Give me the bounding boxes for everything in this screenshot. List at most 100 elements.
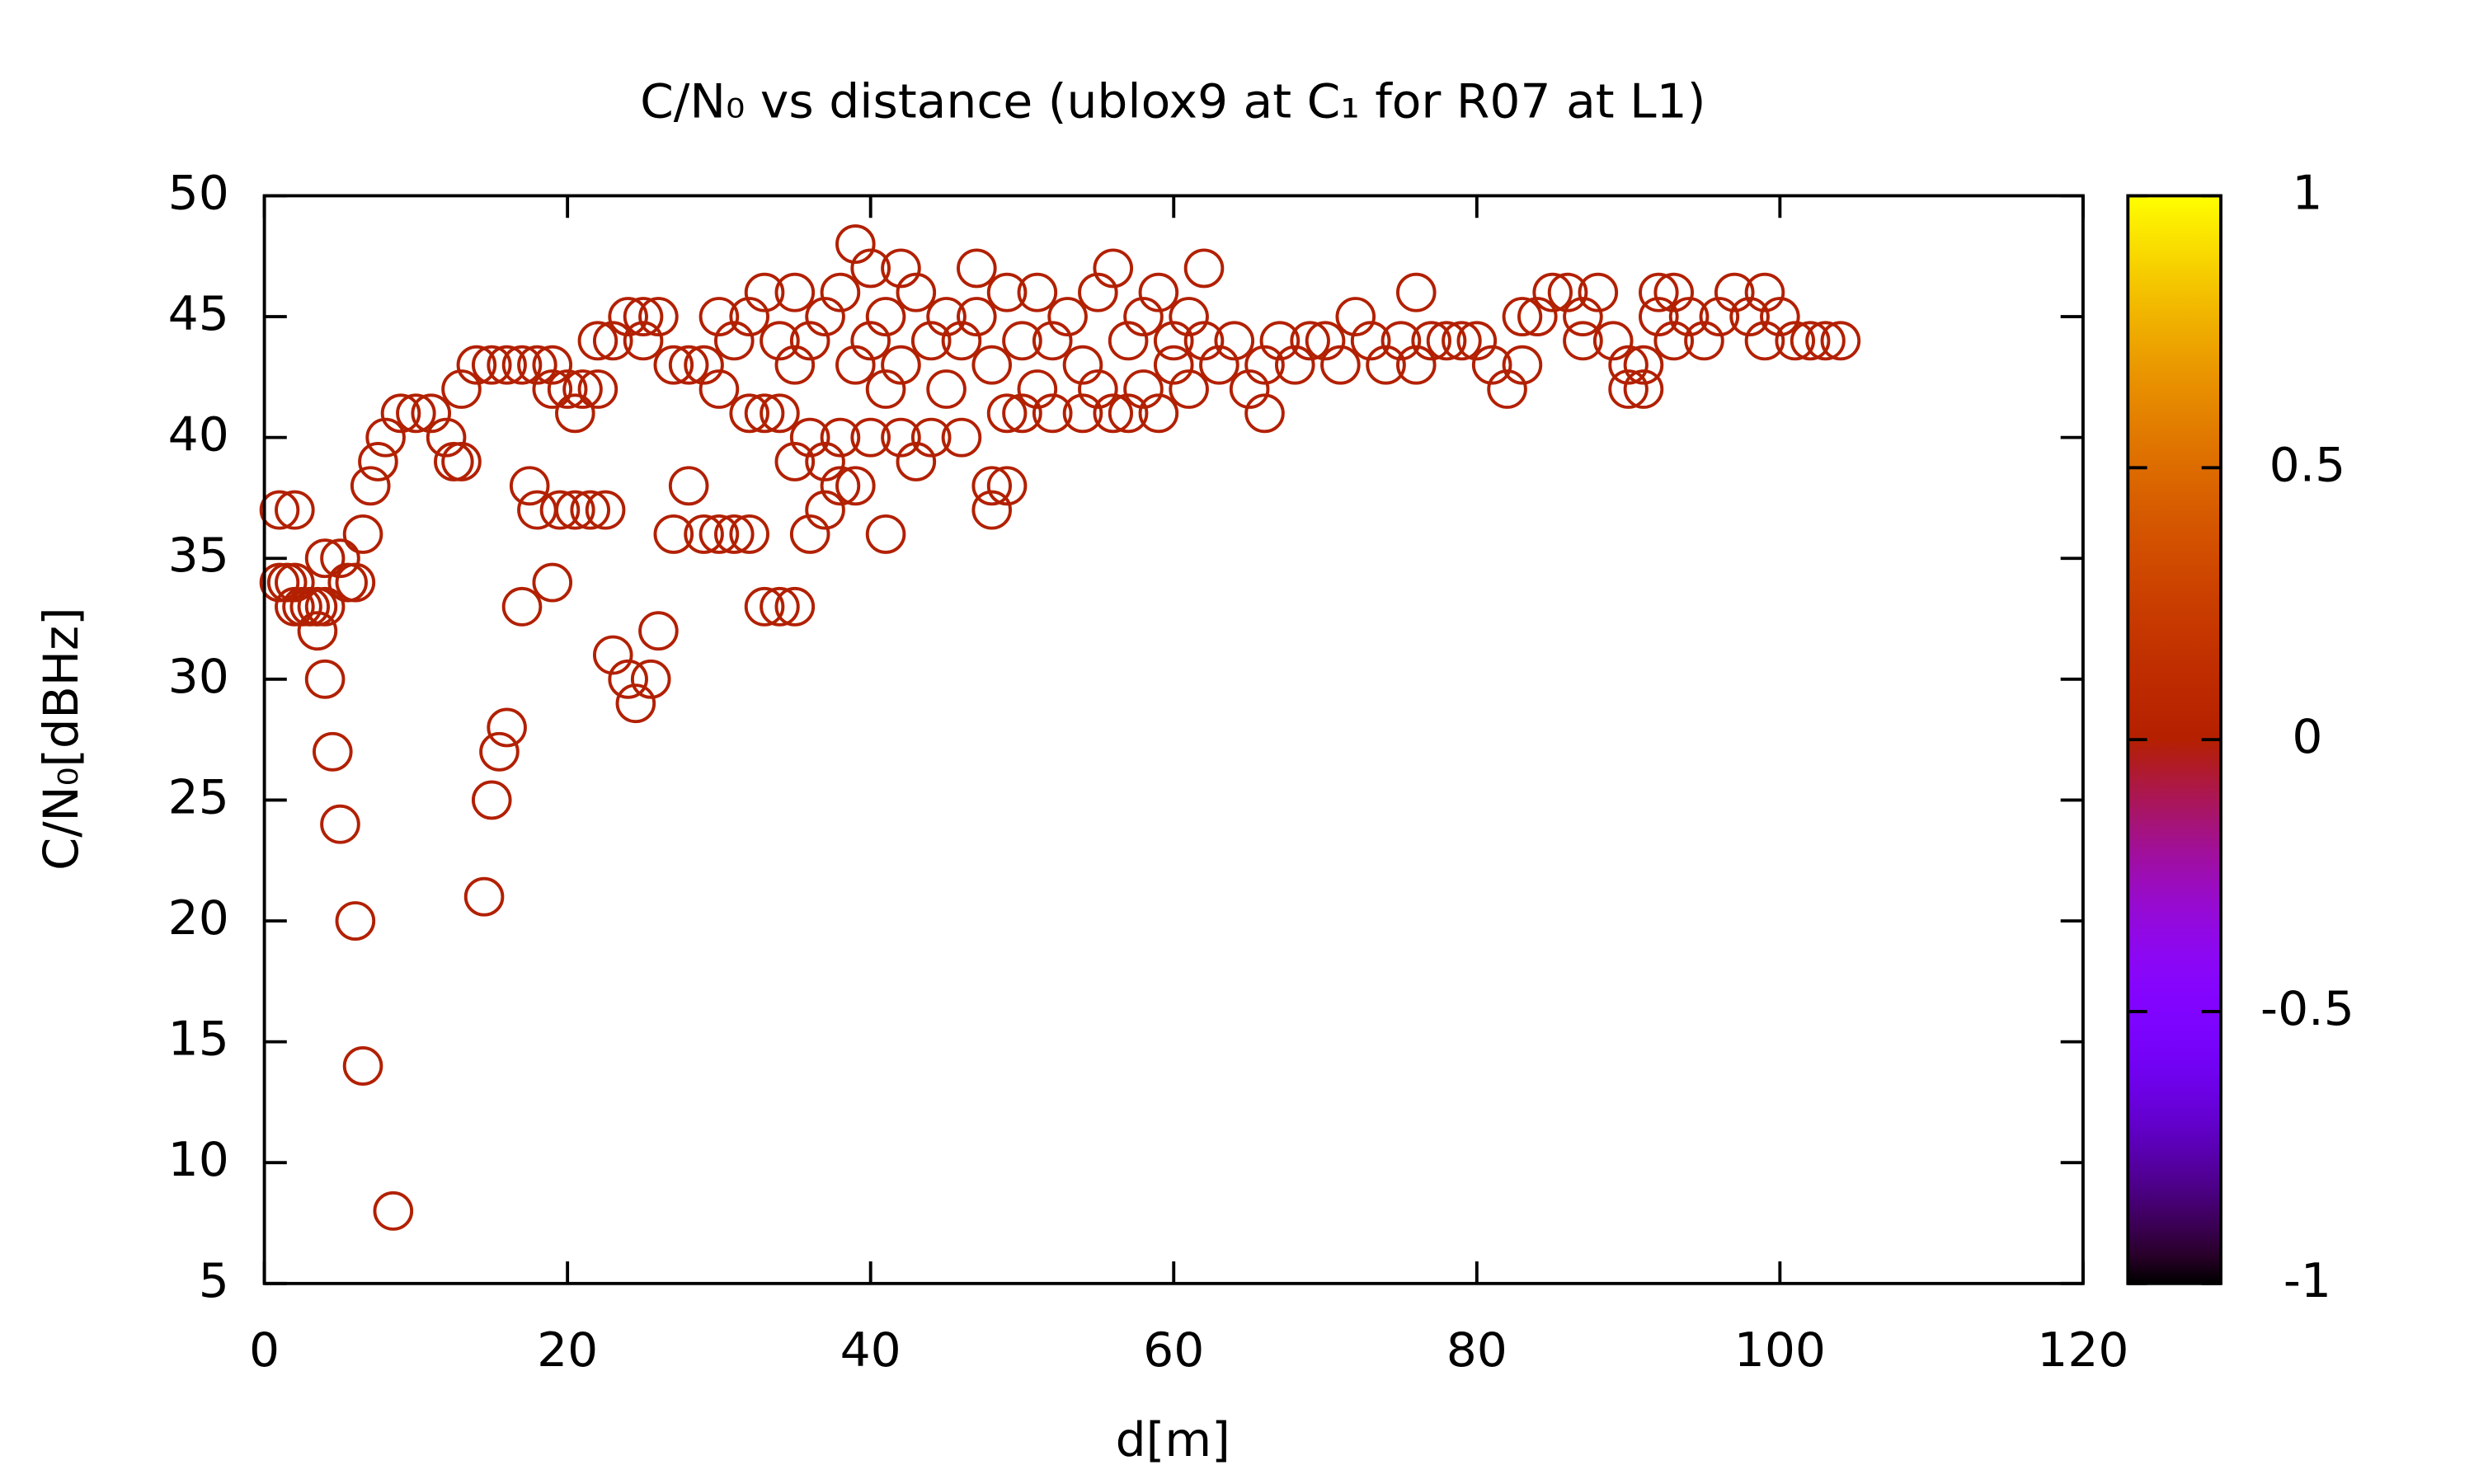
point xyxy=(971,345,1013,385)
point xyxy=(910,321,952,361)
point xyxy=(986,466,1028,506)
point xyxy=(1153,321,1194,361)
point xyxy=(1729,297,1770,336)
point xyxy=(865,369,906,409)
point xyxy=(608,659,648,699)
point xyxy=(380,393,421,434)
point xyxy=(1350,321,1391,361)
point xyxy=(1456,321,1498,361)
point xyxy=(881,248,921,289)
point xyxy=(1502,297,1543,336)
point xyxy=(1653,272,1694,312)
point xyxy=(532,369,573,409)
point xyxy=(630,659,671,699)
point xyxy=(896,272,937,312)
point xyxy=(1714,272,1755,312)
point xyxy=(820,466,861,506)
point xyxy=(335,562,376,603)
point xyxy=(1169,369,1209,409)
point xyxy=(1487,369,1527,409)
point xyxy=(910,417,952,458)
point xyxy=(1623,369,1664,409)
point xyxy=(1790,321,1831,361)
point xyxy=(1138,272,1179,312)
point xyxy=(1411,321,1451,361)
point xyxy=(479,731,520,772)
point xyxy=(313,731,353,772)
point xyxy=(1744,321,1785,361)
y-tick-label: 30 xyxy=(168,648,229,704)
point xyxy=(539,490,581,530)
point xyxy=(517,490,557,530)
point xyxy=(1502,345,1543,385)
point xyxy=(1123,297,1164,336)
point xyxy=(744,393,785,434)
y-tick-label: 15 xyxy=(168,1011,229,1067)
point xyxy=(532,562,573,603)
point xyxy=(1532,272,1573,312)
point xyxy=(653,345,694,385)
point xyxy=(501,586,543,627)
x-tick-label: 80 xyxy=(1446,1322,1507,1378)
point xyxy=(555,393,595,434)
point xyxy=(471,345,512,385)
point xyxy=(760,321,800,361)
point xyxy=(1563,321,1603,361)
point xyxy=(729,514,769,554)
point xyxy=(1169,297,1209,336)
point xyxy=(456,345,497,385)
y-tick-label: 35 xyxy=(168,528,229,584)
point xyxy=(1244,345,1285,385)
point xyxy=(1244,393,1285,434)
point xyxy=(304,586,346,627)
point xyxy=(577,369,618,409)
y-tick-label: 45 xyxy=(168,285,229,341)
point xyxy=(373,1190,414,1231)
point xyxy=(820,417,861,458)
cb-tick-label: -0.5 xyxy=(2260,980,2354,1036)
cb-tick-label: 0 xyxy=(2292,709,2322,765)
point xyxy=(1668,297,1710,336)
point xyxy=(342,514,383,554)
y-tick-label: 5 xyxy=(199,1252,229,1308)
point xyxy=(881,417,921,458)
point xyxy=(881,345,921,385)
point xyxy=(259,490,300,530)
point xyxy=(471,780,512,820)
point xyxy=(1078,272,1118,312)
point xyxy=(1396,272,1437,312)
point xyxy=(1002,321,1042,361)
point xyxy=(275,490,315,530)
x-tick-label: 100 xyxy=(1734,1322,1826,1378)
point xyxy=(896,442,937,481)
point xyxy=(1426,321,1467,361)
point xyxy=(668,466,709,506)
point xyxy=(1078,369,1118,409)
point xyxy=(615,683,656,724)
point xyxy=(835,224,876,265)
point xyxy=(1639,297,1679,336)
point xyxy=(1123,369,1164,409)
point xyxy=(1366,345,1406,385)
point xyxy=(623,321,664,361)
point xyxy=(487,345,527,385)
y-tick-label: 20 xyxy=(168,890,229,946)
point xyxy=(1305,321,1346,361)
x-tick-label: 60 xyxy=(1143,1322,1204,1378)
point xyxy=(789,514,830,554)
point xyxy=(668,345,709,385)
point xyxy=(441,369,482,409)
point xyxy=(1093,248,1134,289)
point xyxy=(426,417,467,458)
point xyxy=(463,876,505,917)
point xyxy=(304,659,346,699)
point xyxy=(1183,321,1225,361)
point xyxy=(926,369,967,409)
point xyxy=(774,345,816,385)
point xyxy=(1108,321,1149,361)
point xyxy=(865,297,906,336)
x-tick-label: 20 xyxy=(537,1322,598,1378)
x-tick-label: 120 xyxy=(2037,1322,2128,1378)
point xyxy=(547,369,588,409)
